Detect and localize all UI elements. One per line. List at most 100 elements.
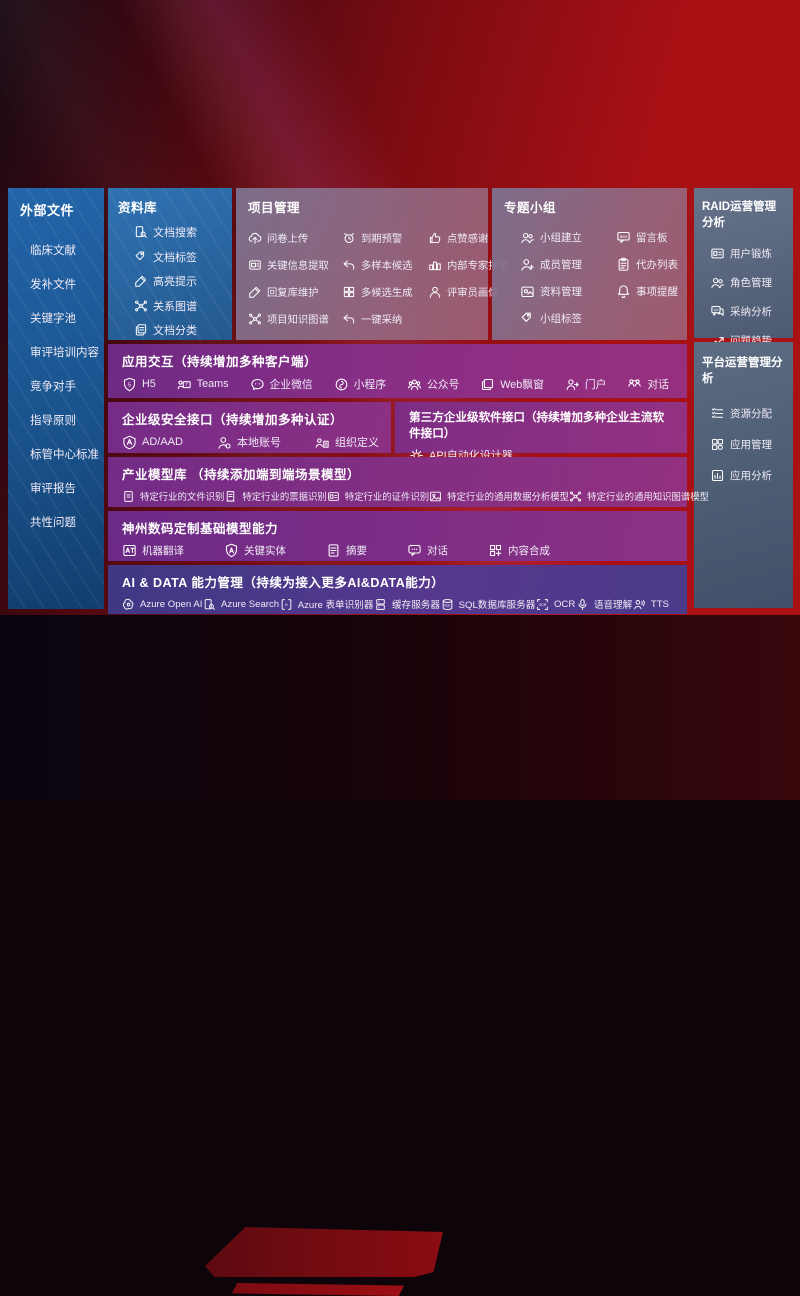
item-label: 摘要 [346,545,367,557]
feature-item[interactable]: 文档分类 [118,318,224,343]
feature-item[interactable]: 回复库维护 [248,278,342,305]
feature-item[interactable]: 成员管理 [520,251,616,278]
external-file-item[interactable]: 指导原则 [20,403,104,437]
feature-item[interactable]: 内部专家排名 [428,251,509,278]
item-label: 应用分析 [730,470,772,482]
service-item[interactable]: 语音理解 [576,597,632,611]
service-item[interactable]: Azure Search [203,598,279,611]
model-item[interactable]: 特定行业的通用数据分析模型 [429,489,569,503]
feature-item[interactable]: 事项提醒 [616,278,679,305]
feature-item[interactable]: 资源分配 [702,398,787,429]
client-item[interactable]: 门户 [565,376,606,392]
service-item[interactable]: 缓存服务器 [374,597,440,611]
feature-item[interactable]: 代办列表 [616,251,679,278]
capability-item[interactable]: 机器翻译 [122,543,184,558]
model-item[interactable]: 特定行业的票据识别 [224,489,327,503]
row-aidata-management: AI & DATA 能力管理（持续为接入更多AI&DATA能力） Azure O… [108,565,687,614]
feature-item[interactable]: QA 采纳分析 [702,297,787,326]
item-label: 特定行业的票据识别 [242,491,327,502]
item-label: 关键实体 [244,545,286,557]
graph-icon [248,312,262,326]
docs-icon [134,323,148,337]
people-icon [710,275,725,290]
web-window-icon [480,377,495,392]
feature-item[interactable]: 小组标签 [520,305,616,332]
external-file-item[interactable]: 审评报告 [20,471,104,505]
feature-item[interactable]: 问卷上传 [248,224,342,251]
feature-item[interactable]: 应用管理 [702,429,787,460]
feature-item[interactable]: 关系图谱 [118,294,224,319]
feature-item[interactable]: 多候选生成 [342,278,428,305]
model-item[interactable]: 特定行业的文件识别 [122,489,224,503]
auth-item[interactable]: AD/AAD [122,435,183,450]
service-item[interactable]: TTS [633,598,669,611]
external-file-item[interactable]: 审评培训内容 [20,335,104,369]
client-item[interactable]: T Teams [177,377,229,392]
feature-item[interactable]: 项目知识图谱 [248,305,342,332]
feature-item[interactable]: 角色管理 [702,268,787,297]
feature-item[interactable]: 评审员画像 [428,278,509,305]
service-item[interactable]: SQL SQL数据库服务器 [441,597,535,611]
feature-item[interactable]: 高亮提示 [118,269,224,294]
feature-item[interactable]: 文档标签 [118,245,224,270]
chart-report-icon [710,468,725,483]
external-file-item[interactable]: 临床文献 [20,233,104,267]
capability-item[interactable]: 关键实体 [224,543,286,558]
tag-icon [134,250,148,264]
svg-text:BBS: BBS [620,235,628,239]
client-item[interactable]: Web飘窗 [480,376,544,392]
auth-item[interactable]: 本地账号 [217,434,281,450]
cloud-upload-icon [248,231,262,245]
auth-item[interactable]: 组织定义 [315,434,379,450]
panel-title: 专题小组 [504,201,557,215]
feature-item[interactable]: 资料管理 [520,278,616,305]
item-label: 缓存服务器 [392,600,440,611]
client-item[interactable]: 公众号 [407,376,459,392]
client-item[interactable]: 企业微信 [250,376,313,392]
capability-item[interactable]: 对话 [407,543,448,558]
item-label: 文档标签 [153,251,197,264]
capability-item[interactable]: 摘要 [326,543,367,558]
capability-item[interactable]: 内容合成 [488,543,550,558]
panel-title: RAID运营管理分析 [702,201,777,229]
feature-item[interactable]: 用户锻炼 [702,239,787,268]
client-item[interactable]: 5 H5 [122,377,156,392]
project-grid: 问卷上传 到期预警 点赞感谢 关键信息提取 多样本候选 内部专家排名 回复库维护… [248,224,509,332]
external-file-item[interactable]: 标管中心标准 [20,437,104,471]
base-model-items: 机器翻译 关键实体 摘要 对话 内容合成 [122,543,675,558]
feature-item[interactable]: 一键采纳 [342,305,428,332]
item-label: 高亮提示 [153,276,197,289]
item-label: 对话 [427,545,448,557]
item-label: 采纳分析 [730,306,772,318]
external-file-item[interactable]: 共性问题 [20,505,104,539]
feature-item[interactable]: 多样本候选 [342,251,428,278]
sql-db-icon: SQL [441,598,454,611]
service-item[interactable]: OCR OCR [536,598,575,611]
external-file-item[interactable]: 竞争对手 [20,369,104,403]
service-item[interactable]: Azure Open AI [122,598,202,611]
model-item[interactable]: 特定行业的通用知识图谱模型 [569,489,709,503]
feature-item[interactable]: 到期预警 [342,224,428,251]
feature-item[interactable]: 文档搜索 [118,220,224,245]
item-label: Azure Search [221,598,280,610]
external-file-item[interactable]: 关键字池 [20,301,104,335]
item-label: 审评培训内容 [30,347,99,359]
svg-text:T: T [185,382,188,387]
feature-item[interactable]: 小组建立 [520,224,616,251]
item-label: 特定行业的文件识别 [140,491,225,502]
client-item[interactable]: 对话 [627,376,669,392]
dialog-icon [627,377,642,392]
model-item[interactable]: 特定行业的证件识别 [327,489,429,503]
external-file-item[interactable]: 发补文件 [20,267,104,301]
feature-item[interactable]: 点赞感谢 [428,224,509,251]
item-label: 应用管理 [730,439,772,451]
client-item[interactable]: 小程序 [334,376,386,392]
interaction-clients: 5 H5 T Teams 企业微信 小程序 公众号 Web飘窗 门户 对话 [122,376,675,392]
feature-item[interactable]: 关键信息提取 [248,251,342,278]
grid-icon [342,285,356,299]
feature-item[interactable]: BBS 留言板 [616,224,679,251]
item-label: 临床文献 [30,245,76,257]
service-item[interactable]: e Azure 表单识别器 [280,597,373,611]
row-title: 企业级安全接口（持续增加多种认证） [122,413,344,427]
feature-item[interactable]: 应用分析 [702,460,787,491]
